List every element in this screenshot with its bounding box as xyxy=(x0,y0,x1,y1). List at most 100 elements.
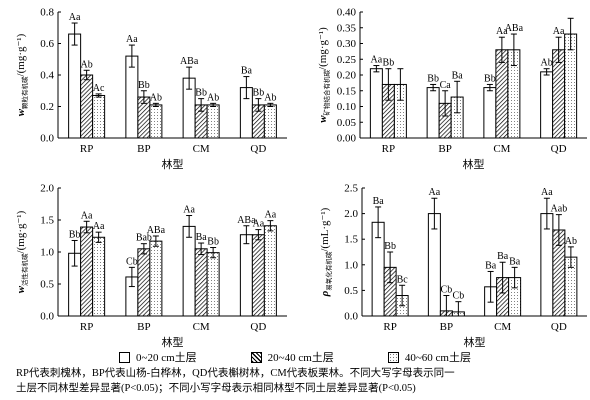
bar xyxy=(263,225,277,317)
legend-item-40-60cm: 40~60 cm土层 xyxy=(387,349,471,365)
caption-line-2: 土层不同林型差异显著(P<0.05)；不同小写字母表示相同林型不同土层差异显著(… xyxy=(16,383,416,394)
data-label: Aa xyxy=(183,205,195,216)
bar xyxy=(552,49,566,139)
y-tick-label: 0.25 xyxy=(337,54,357,66)
data-label: Aa xyxy=(553,26,565,37)
x-tick-label: BP xyxy=(438,143,451,155)
bar xyxy=(125,55,139,139)
x-tick-label: BP xyxy=(137,143,150,155)
data-label: Cb xyxy=(441,285,453,296)
x-tick-label: CM xyxy=(493,143,510,155)
data-label: Aa xyxy=(541,187,553,198)
y-tick-label: 0.00 xyxy=(337,133,357,145)
x-tick-label: BP xyxy=(137,321,150,333)
y-tick-label: 2.5 xyxy=(344,183,358,195)
legend-label: 20~40 cm土层 xyxy=(267,352,334,364)
data-label: Aa xyxy=(81,210,93,221)
y-tick-label: 0.35 xyxy=(337,22,357,34)
bar xyxy=(426,87,440,139)
x-tick-label: CM xyxy=(494,321,511,333)
x-tick-label: RP xyxy=(382,143,395,155)
bar xyxy=(68,33,82,139)
y-axis-label: ρ易氧化有机碳/(mL·g⁻¹) xyxy=(319,207,333,297)
data-label: ABa xyxy=(505,23,524,34)
data-label: Bb xyxy=(69,229,81,240)
y-tick-label: 0.40 xyxy=(337,7,357,19)
y-tick-label: 1.5 xyxy=(40,215,54,227)
legend-swatch-hatch xyxy=(250,351,262,363)
legend: 0~20 cm土层 20~40 cm土层 40~60 cm土层 xyxy=(0,349,590,365)
data-label: Aa xyxy=(429,187,441,198)
data-label: Ab xyxy=(207,92,219,103)
data-label: Ab xyxy=(264,92,276,103)
data-label: Ab xyxy=(150,92,162,103)
data-label: Aa xyxy=(371,55,383,66)
bar xyxy=(182,225,196,317)
y-tick-label: 0.0 xyxy=(344,311,358,323)
x-tick-label: QD xyxy=(551,143,567,155)
y-tick-label: 1.0 xyxy=(40,247,54,259)
bar xyxy=(92,236,106,317)
data-label: Ba xyxy=(509,256,521,267)
data-label: Bb xyxy=(484,73,496,84)
x-tick-label: QD xyxy=(250,321,266,333)
y-tick-label: 1.5 xyxy=(344,234,358,246)
data-label: Bb xyxy=(138,80,150,91)
bar xyxy=(149,240,163,317)
bar xyxy=(80,226,94,317)
y-axis-label: w活性有机碳/(mg·g⁻¹) xyxy=(15,210,29,293)
data-label: Bb xyxy=(427,73,439,84)
legend-swatch-white xyxy=(119,351,131,363)
y-tick-label: 0.0 xyxy=(40,133,54,145)
data-label: Bb xyxy=(195,88,207,99)
data-label: ABa xyxy=(180,56,199,67)
bar xyxy=(540,71,554,139)
y-tick-label: 0.05 xyxy=(337,117,357,129)
x-tick-label: BP xyxy=(440,321,453,333)
x-tick-label: QD xyxy=(551,321,567,333)
bar xyxy=(239,234,253,317)
data-label: Bb xyxy=(383,58,395,69)
y-tick-label: 0.30 xyxy=(337,38,357,50)
data-label: Aab xyxy=(551,204,568,215)
bar xyxy=(251,234,265,317)
y-tick-label: 0.10 xyxy=(337,101,357,113)
legend-swatch-dots xyxy=(387,351,399,363)
bar xyxy=(369,68,383,139)
caption-line-1: RP代表刺槐林，BP代表山杨-白桦林，QD代表槲树林，CM代表板栗林。不同大写字… xyxy=(16,368,455,379)
y-tick-label: 0.15 xyxy=(337,85,357,97)
data-label: Cb xyxy=(453,291,465,302)
data-label: Ba xyxy=(485,260,497,271)
x-axis-label: 林型 xyxy=(463,157,485,171)
x-axis-label: 林型 xyxy=(162,157,184,171)
data-label: Ab xyxy=(541,58,553,69)
bar xyxy=(206,104,220,139)
data-label: Ac xyxy=(93,83,105,94)
figure-caption: RP代表刺槐林，BP代表山杨-白桦林，QD代表槲树林，CM代表板栗林。不同大写字… xyxy=(16,366,582,396)
y-axis-label: w矿物结合有机碳/(mg·g⁻¹) xyxy=(317,27,331,123)
bar xyxy=(483,87,497,139)
data-label: Bab xyxy=(136,233,152,244)
x-tick-label: RP xyxy=(80,143,93,155)
bar xyxy=(137,248,151,317)
x-tick-label: CM xyxy=(193,321,210,333)
y-tick-label: 2.0 xyxy=(344,208,358,220)
data-label: Ba xyxy=(241,66,253,77)
x-tick-label: RP xyxy=(80,321,93,333)
legend-label: 40~60 cm土层 xyxy=(404,352,471,364)
data-label: Ba xyxy=(497,251,509,262)
data-label: ABa xyxy=(237,215,256,226)
data-label: Aa xyxy=(265,210,277,221)
x-tick-label: RP xyxy=(383,321,396,333)
bar xyxy=(263,104,277,139)
y-axis-label: w颗粒有机碳/(mg·g⁻¹) xyxy=(15,33,29,116)
data-label: Aa xyxy=(93,221,105,232)
data-label: ABa xyxy=(147,225,166,236)
data-label: Ba xyxy=(452,70,464,81)
data-label: Aa xyxy=(496,26,508,37)
legend-item-0-20cm: 0~20 cm土层 xyxy=(119,349,197,365)
bar xyxy=(206,252,220,317)
data-label: Bb xyxy=(253,88,265,99)
data-label: Aa xyxy=(69,12,81,23)
data-label: Bb xyxy=(207,237,219,248)
